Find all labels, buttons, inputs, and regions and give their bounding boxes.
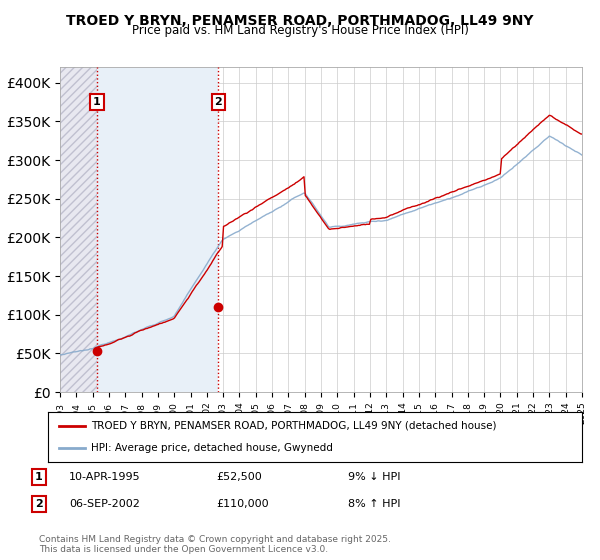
Text: Price paid vs. HM Land Registry's House Price Index (HPI): Price paid vs. HM Land Registry's House … [131,24,469,37]
Text: HPI: Average price, detached house, Gwynedd: HPI: Average price, detached house, Gwyn… [91,443,332,453]
Text: 2: 2 [35,499,43,509]
Text: 2: 2 [214,97,222,107]
Text: 06-SEP-2002: 06-SEP-2002 [69,499,140,509]
Text: TROED Y BRYN, PENAMSER ROAD, PORTHMADOG, LL49 9NY: TROED Y BRYN, PENAMSER ROAD, PORTHMADOG,… [66,14,534,28]
Text: £110,000: £110,000 [216,499,269,509]
Text: 1: 1 [35,472,43,482]
Text: £52,500: £52,500 [216,472,262,482]
Text: 9% ↓ HPI: 9% ↓ HPI [348,472,401,482]
Text: 10-APR-1995: 10-APR-1995 [69,472,140,482]
Bar [60,67,97,392]
Text: 8% ↑ HPI: 8% ↑ HPI [348,499,401,509]
Text: Contains HM Land Registry data © Crown copyright and database right 2025.
This d: Contains HM Land Registry data © Crown c… [39,535,391,554]
Text: TROED Y BRYN, PENAMSER ROAD, PORTHMADOG, LL49 9NY (detached house): TROED Y BRYN, PENAMSER ROAD, PORTHMADOG,… [91,421,496,431]
Text: 1: 1 [93,97,101,107]
Bar [97,67,218,392]
